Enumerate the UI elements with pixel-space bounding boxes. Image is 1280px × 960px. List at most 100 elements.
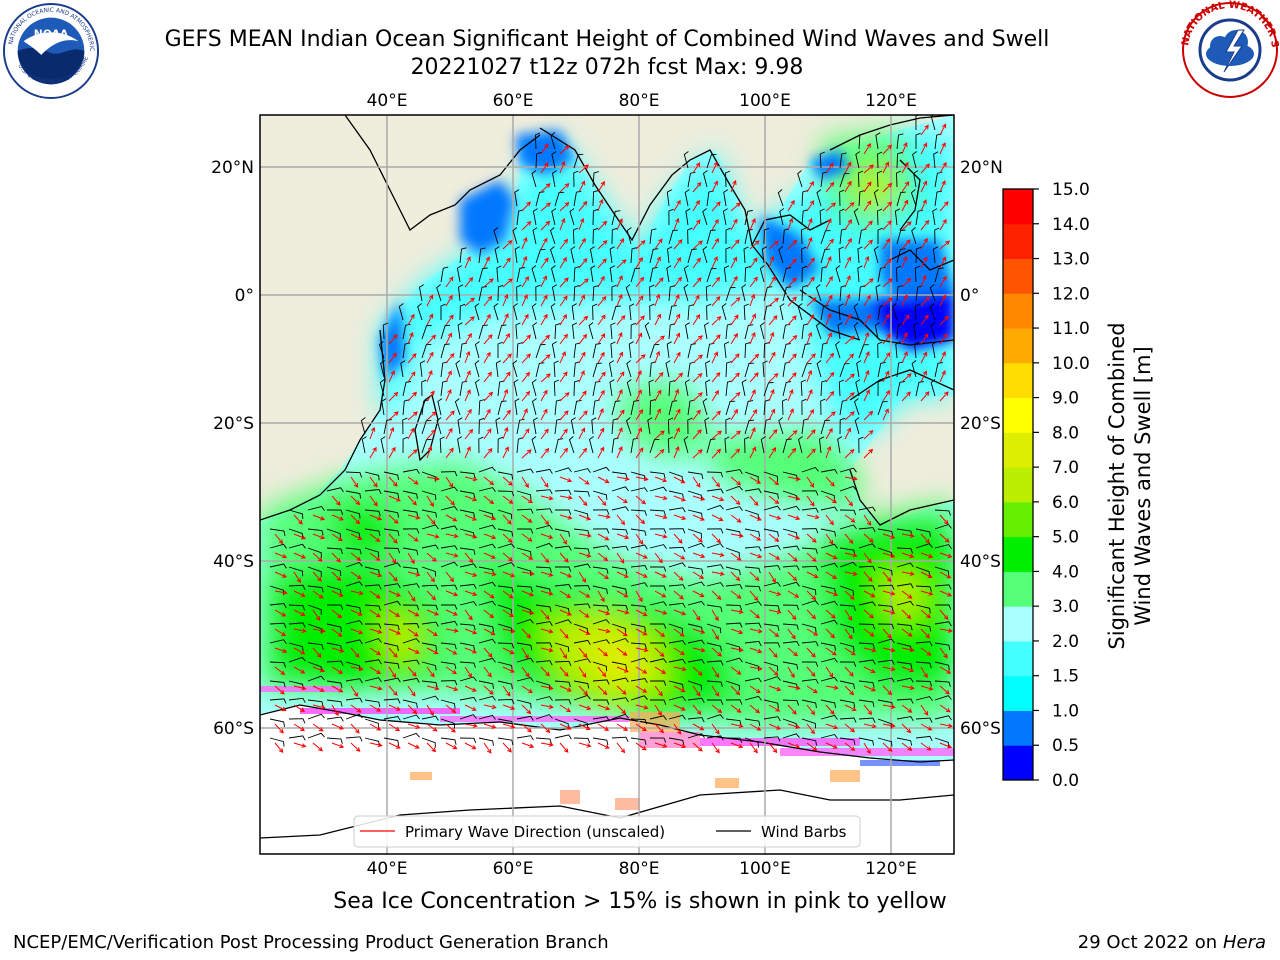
wave-direction-arrow [369,685,383,691]
wave-direction-arrow [768,647,778,658]
wave-direction-arrow [597,495,607,507]
wave-direction-arrow [578,495,588,507]
wind-barb [611,528,628,535]
wind-barb [630,678,648,684]
wind-barb [820,266,828,283]
wind-barb [915,641,933,647]
wave-direction-arrow [578,180,586,193]
wave-direction-arrow [521,628,532,639]
wave-direction-arrow [559,217,566,231]
wave-direction-arrow [787,647,798,657]
wind-barb [668,285,676,302]
wind-barb [725,170,731,188]
wind-barb [592,343,601,359]
wave-direction-arrow [825,352,835,364]
wind-barb [763,227,770,245]
wind-barb [741,379,747,397]
wave-direction-arrow [502,609,514,617]
wave-direction-arrow [806,389,813,402]
wave-direction-arrow [502,723,516,729]
wave-direction-arrow [730,552,742,561]
wind-barb [628,341,634,359]
wave-direction-arrow [483,571,497,577]
wind-barb [436,284,442,302]
wind-barb [915,132,921,149]
wave-direction-arrow [787,199,795,212]
wave-direction-arrow [635,704,649,710]
wind-barb [611,736,629,742]
wind-barb [725,323,733,340]
wave-direction-arrow [806,297,817,307]
wind-barb [440,642,457,650]
wave-direction-arrow [464,609,473,621]
wind-barb [801,490,819,496]
wind-barb [649,566,667,572]
wind-barb [650,699,667,705]
wave-direction-arrow [540,354,551,364]
wave-direction-arrow [920,314,929,326]
wave-direction-arrow [901,533,915,538]
wave-direction-arrow [445,742,458,750]
wave-direction-arrow [939,351,946,364]
wave-direction-arrow [483,704,497,710]
wind-barb [668,400,678,416]
wave-direction-arrow [616,590,629,598]
wave-direction-arrow [920,552,934,559]
wave-direction-arrow [711,476,721,488]
wave-direction-arrow [369,647,381,656]
wave-direction-arrow [673,552,686,560]
wind-barb [725,566,741,576]
wave-direction-arrow [635,590,643,603]
wave-direction-arrow [920,666,928,679]
wind-barb [797,170,803,188]
wave-direction-arrow [540,313,548,326]
wind-barb [801,466,819,473]
wind-barb [478,524,496,530]
sea-ice-note: Sea Ice Concentration > 15% is shown in … [333,889,947,914]
wave-direction-arrow [939,161,947,174]
left-ticks: 20°N 0° 20°S 40°S 60°S [211,158,254,739]
wave-direction-arrow [825,390,835,402]
wind-barb [345,490,362,499]
wave-direction-arrow [597,685,608,696]
wind-barb [535,344,546,359]
wind-barb [649,715,667,721]
wave-direction-arrow [426,313,434,326]
wave-direction-arrow [863,369,870,383]
wind-barb [383,737,400,746]
wave-direction-arrow [597,571,609,579]
wind-barb [629,303,635,321]
wind-barb [554,467,572,473]
wave-direction-arrow [426,495,434,508]
wind-barb [649,284,655,302]
wind-barb [877,638,895,644]
wave-direction-arrow [350,685,359,697]
wave-direction-arrow [730,332,738,345]
wind-barb [687,248,697,264]
wind-barb [269,737,285,747]
wave-direction-arrow [559,647,568,659]
right-ticks: 20°N 0° 20°S 40°S 60°S [960,158,1003,739]
wind-barb [478,509,494,519]
wave-direction-arrow [692,628,706,634]
wind-barb [934,227,940,245]
wind-barb [649,658,667,664]
wave-direction-arrow [863,351,870,364]
wave-direction-arrow [825,332,832,345]
wind-barb [516,618,534,625]
wave-direction-arrow [559,704,571,713]
wave-direction-arrow [844,628,853,640]
wave-direction-arrow [787,514,801,521]
wind-barb [421,621,439,627]
wave-direction-arrow [920,647,932,656]
colorbar-bin [1003,571,1033,607]
wave-direction-arrow [654,372,664,383]
wind-barb [573,639,591,645]
wind-barb [668,696,686,701]
wave-direction-legend-label: Primary Wave Direction (unscaled) [405,823,665,841]
wind-barb [820,657,838,663]
wave-direction-arrow [730,628,744,635]
wind-barb [820,543,838,549]
wind-barb [725,622,743,628]
wind-barb [419,284,425,302]
